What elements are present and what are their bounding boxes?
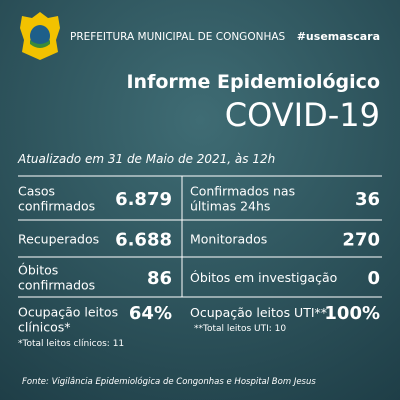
stat-value: 100% xyxy=(324,303,380,324)
stat-label: Ocupação leitos xyxy=(18,305,118,320)
stat-label: últimas 24hs xyxy=(190,199,270,214)
stat-value: 6.688 xyxy=(115,230,172,251)
title: Informe Epidemiológico xyxy=(126,71,380,93)
stat-note: *Total leitos clínicos: 11 xyxy=(18,339,124,349)
stat-value: 270 xyxy=(342,230,380,251)
stat-label: clínicos* xyxy=(18,320,71,335)
hashtag: #usemascara xyxy=(297,30,380,43)
stat-value: 36 xyxy=(355,189,380,210)
updated: Atualizado em 31 de Maio de 2021, às 12h xyxy=(17,152,275,166)
stat-label: confirmados xyxy=(18,199,95,214)
subtitle: COVID-19 xyxy=(225,96,380,134)
source: Fonte: Vigilância Epidemiológica de Cong… xyxy=(22,376,316,387)
logo xyxy=(20,12,60,60)
stat-label: Casos xyxy=(18,184,55,199)
stat-label: Confirmados nas xyxy=(190,184,295,199)
stat-value: 6.879 xyxy=(115,189,172,210)
stat-value: 0 xyxy=(367,268,380,289)
stat-label: Ocupação leitos UTI** xyxy=(190,305,327,320)
stat-label: Óbitos xyxy=(18,263,58,278)
stat-value: 86 xyxy=(147,268,172,289)
stat-label: Óbitos em investigação xyxy=(190,270,337,285)
organization: PREFEITURA MUNICIPAL DE CONGONHAS xyxy=(70,31,286,43)
stat-value: 64% xyxy=(129,303,172,324)
stats-grid xyxy=(18,175,382,298)
stat-label: confirmados xyxy=(18,278,95,293)
stat-label: Monitorados xyxy=(190,232,267,247)
stat-label: Recuperados xyxy=(18,232,99,247)
stat-note: **Total leitos UTI: 10 xyxy=(194,324,286,334)
